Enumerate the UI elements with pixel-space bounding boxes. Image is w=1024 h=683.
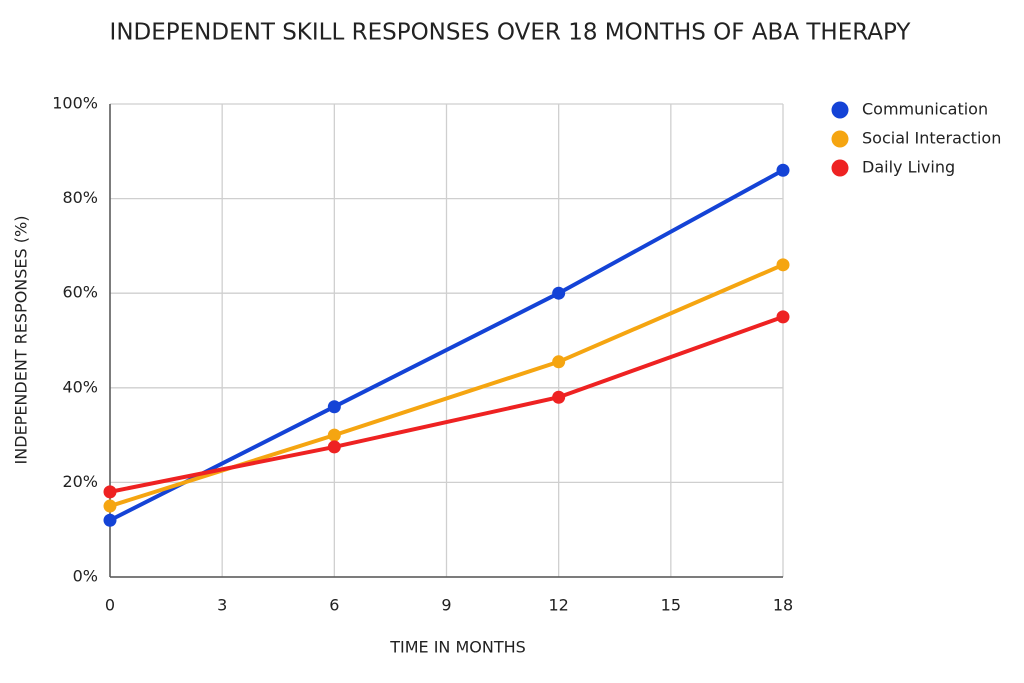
legend-label: Social Interaction [862,129,1001,148]
y-tick-label: 0% [73,567,98,586]
y-tick-label: 20% [62,472,98,491]
legend-marker [831,159,849,177]
x-tick-label: 6 [329,596,339,615]
data-point [776,163,790,177]
series-line [109,314,784,494]
data-point [327,440,341,454]
y-tick-label: 40% [62,377,98,396]
legend-marker [831,101,849,119]
data-point [552,355,566,369]
data-point [103,513,117,527]
x-tick-label: 18 [773,596,793,615]
data-point [776,310,790,324]
y-tick-label: 80% [62,188,98,207]
x-tick-label: 12 [548,596,568,615]
y-tick-label: 60% [62,283,98,302]
x-axis-label: TIME IN MONTHS [389,638,526,657]
data-point [327,428,341,442]
x-tick-label: 3 [217,596,227,615]
data-point [327,400,341,414]
chart-title: INDEPENDENT SKILL RESPONSES OVER 18 MONT… [110,20,912,46]
data-point [552,390,566,404]
y-tick-label: 100% [52,94,98,113]
data-point [103,499,117,513]
data-point [552,286,566,300]
legend-label: Communication [862,100,988,119]
data-point [103,485,117,499]
y-axis-label: INDEPENDENT RESPONSES (%) [12,216,31,465]
series-line [109,168,784,523]
legend-label: Daily Living [862,158,955,177]
legend-marker [831,130,849,148]
x-tick-label: 0 [105,596,115,615]
x-tick-label: 15 [661,596,681,615]
x-tick-label: 9 [441,596,451,615]
data-point [776,258,790,272]
